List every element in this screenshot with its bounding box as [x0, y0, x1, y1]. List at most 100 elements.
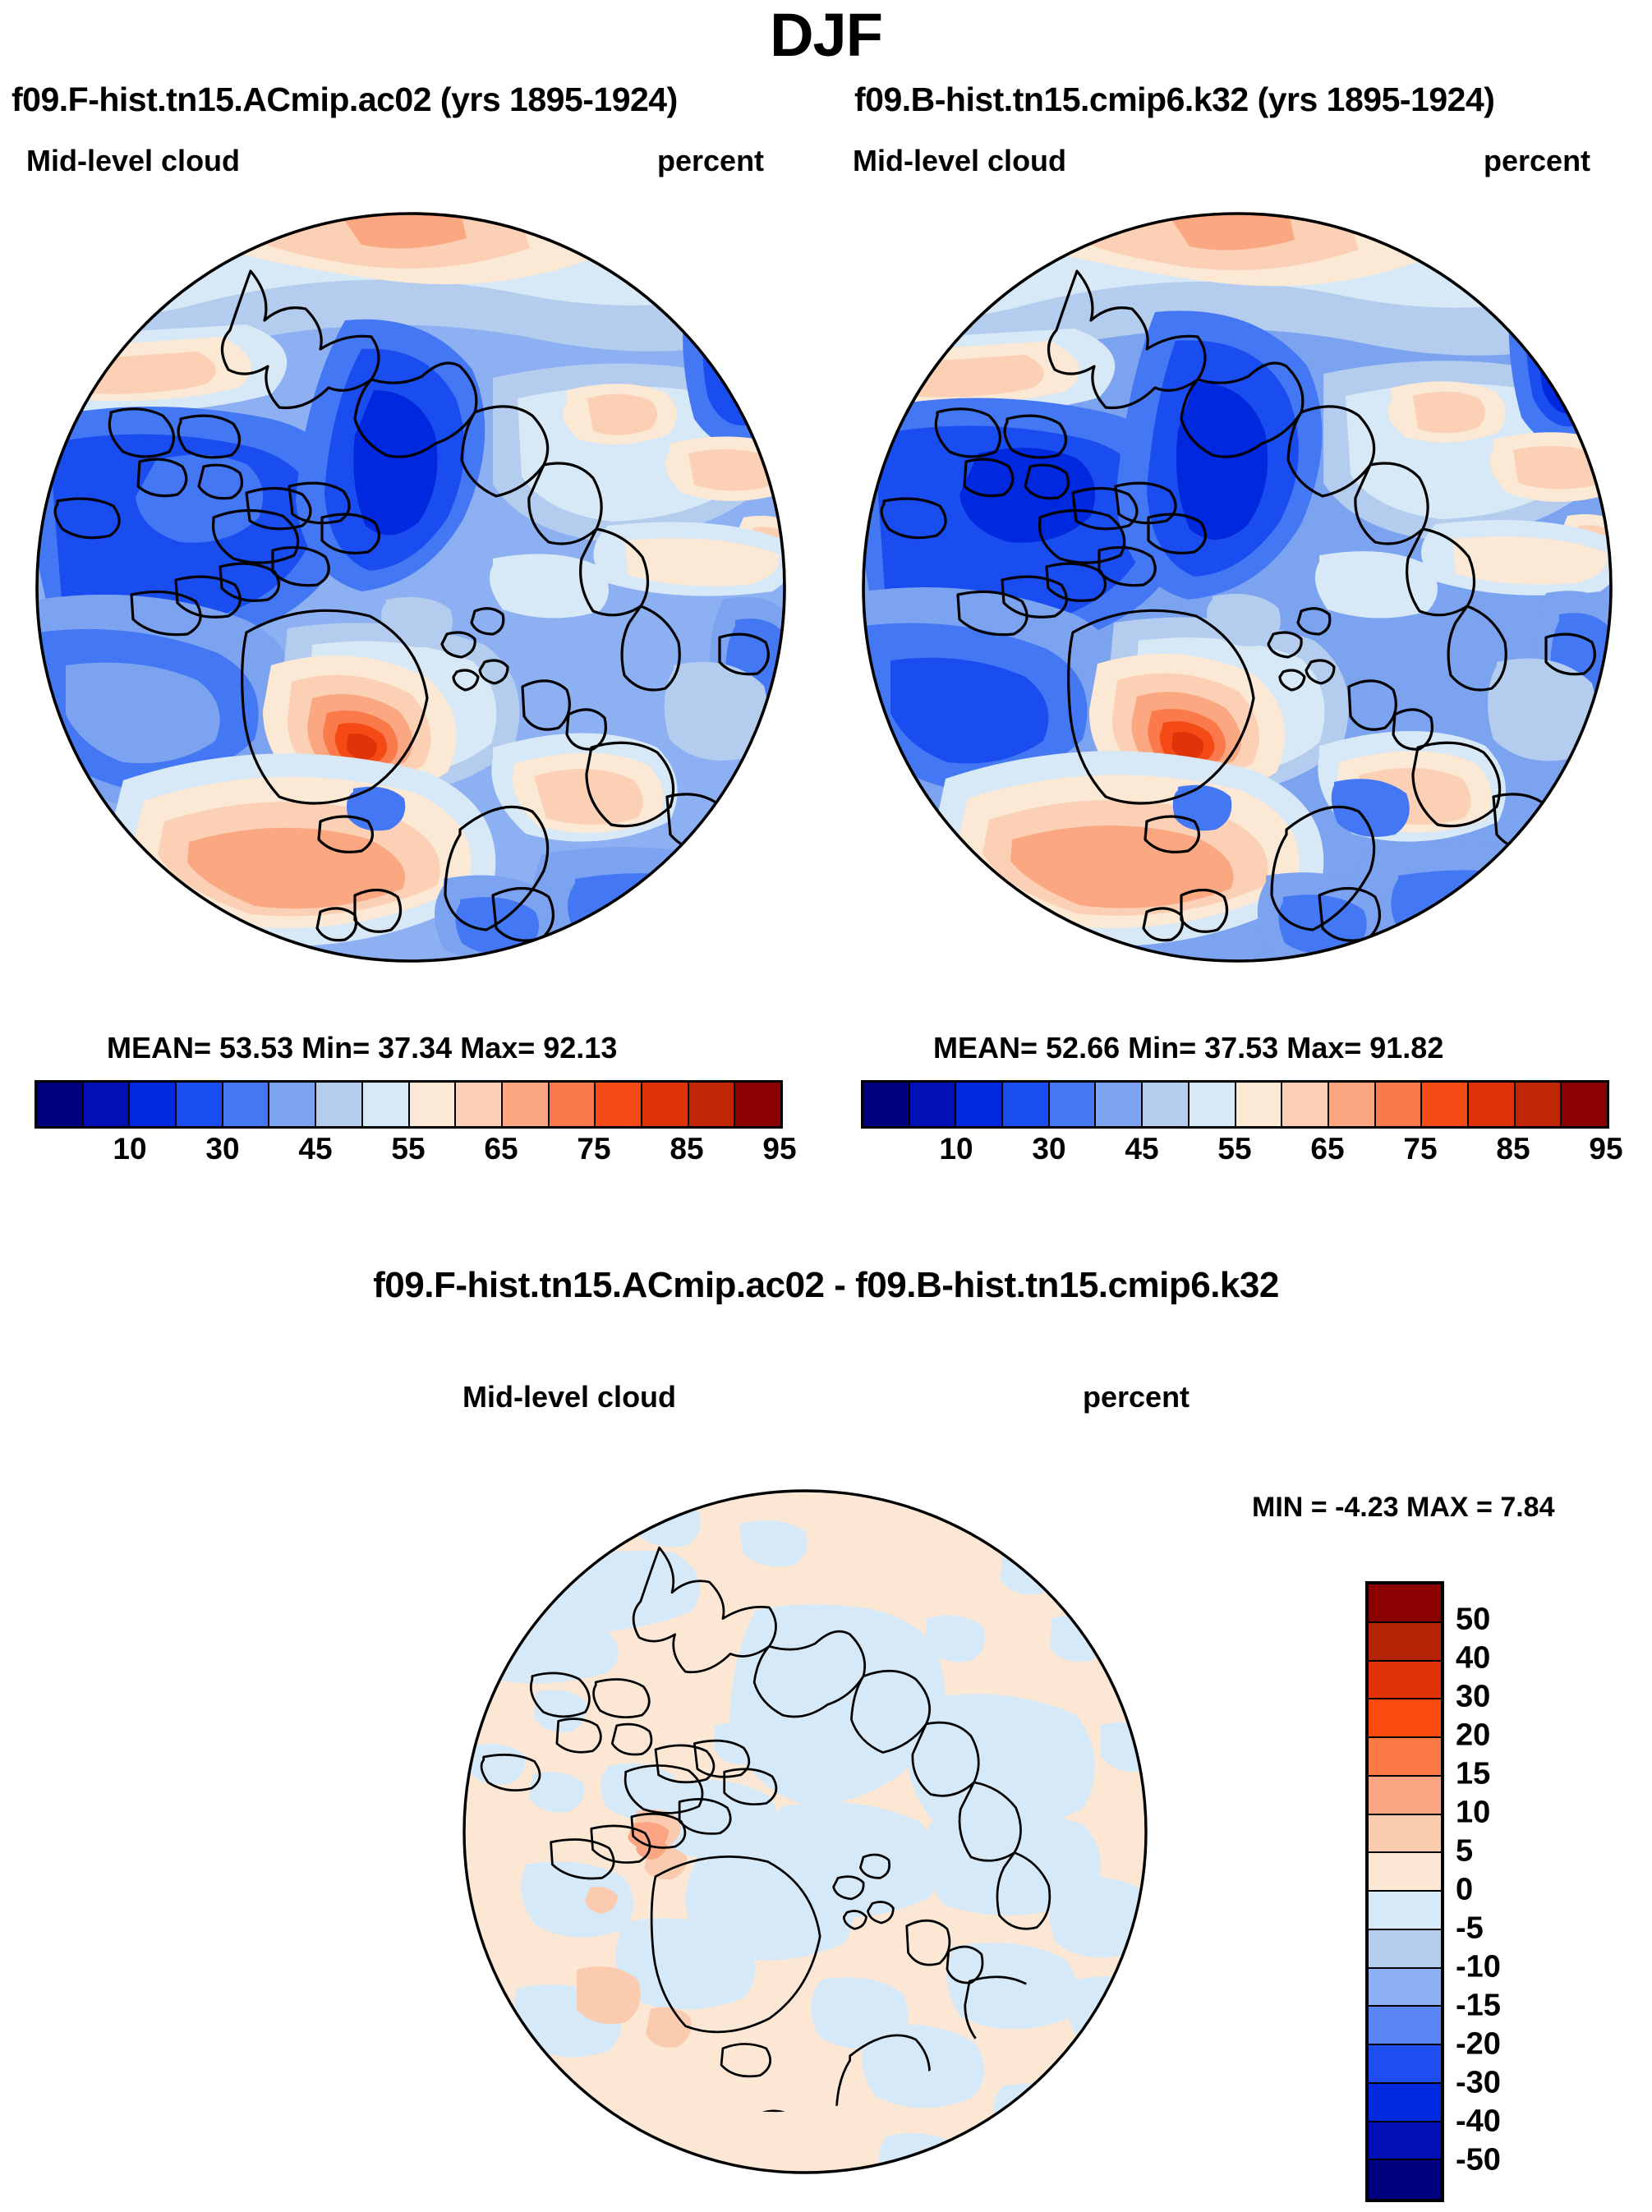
left-colorbar-labels: 10 30 45 55 65 75 85 95	[37, 1132, 796, 1173]
difference-colorbar-labels: 50 40 30 20 15 10 5 0 -5 -10 -15 -20 -30…	[1456, 1581, 1595, 2196]
cbar-seg	[1369, 2083, 1441, 2122]
cbar-seg	[177, 1083, 223, 1126]
cbar-seg	[1369, 1584, 1441, 1623]
cbar-seg	[1369, 1661, 1441, 1700]
right-polar-map[interactable]	[826, 172, 1652, 1002]
cbar-seg	[956, 1083, 1004, 1126]
cbar-tick-label: -40	[1456, 2104, 1501, 2139]
cbar-seg	[688, 1083, 736, 1126]
right-variable-label: Mid-level cloud	[853, 144, 1067, 177]
cbar-seg	[1236, 1083, 1283, 1126]
cbar-seg	[37, 1083, 84, 1126]
right-colorbar-labels: 10 30 45 55 65 75 85 95	[863, 1132, 1622, 1173]
cbar-tick-label: 45	[1125, 1132, 1159, 1166]
cbar-tick-label: -30	[1456, 2065, 1501, 2100]
page-title: DJF	[770, 1, 883, 69]
cbar-seg	[1369, 1622, 1441, 1662]
cbar-seg	[1369, 2160, 1441, 2199]
cbar-tick-label: 95	[762, 1132, 797, 1166]
cbar-tick-label: 5	[1456, 1833, 1474, 1869]
case-title-right: f09.B-hist.tn15.cmip6.k32 (yrs 1895-1924…	[854, 80, 1495, 118]
cbar-tick-label: 15	[1456, 1756, 1491, 1791]
cbar-tick-label: 45	[298, 1132, 333, 1166]
left-polar-map[interactable]	[0, 172, 826, 1002]
cbar-seg	[1369, 1968, 1441, 2007]
cbar-tick-label: 55	[1217, 1132, 1252, 1166]
left-stats: MEAN= 53.53 Min= 37.34 Max= 92.13	[107, 1031, 618, 1065]
cbar-seg	[1369, 1892, 1441, 1930]
cbar-seg	[1562, 1083, 1607, 1126]
cbar-seg	[269, 1083, 317, 1126]
cbar-tick-label: 55	[391, 1132, 426, 1166]
left-units-label: percent	[657, 144, 765, 177]
difference-polar-map[interactable]	[427, 1454, 1183, 2210]
cbar-seg	[596, 1083, 642, 1126]
cbar-seg	[1515, 1083, 1562, 1126]
cbar-seg	[362, 1083, 410, 1126]
right-stats: MEAN= 52.66 Min= 37.53 Max= 91.82	[933, 1031, 1444, 1065]
cbar-seg	[1468, 1083, 1516, 1126]
cbar-tick-label: 30	[205, 1132, 240, 1166]
cbar-seg	[1422, 1083, 1469, 1126]
diff-variable-label: Mid-level cloud	[462, 1380, 677, 1414]
cbar-tick-label: 20	[1456, 1718, 1491, 1753]
cbar-seg	[502, 1083, 550, 1126]
panel-left-case: Mid-level cloud percent	[0, 123, 826, 1216]
difference-colorbar[interactable]	[1365, 1581, 1444, 2202]
cbar-seg	[1096, 1083, 1144, 1126]
cbar-seg	[316, 1083, 363, 1126]
cbar-tick-label: 75	[1403, 1132, 1438, 1166]
cbar-tick-label: 0	[1456, 1872, 1474, 1907]
cbar-tick-label: 30	[1032, 1132, 1066, 1166]
cbar-seg	[1369, 2045, 1441, 2084]
cbar-seg	[1369, 1814, 1441, 1854]
diff-minmax-label: MIN = -4.23 MAX = 7.84	[1252, 1492, 1555, 1523]
cbar-seg	[1328, 1083, 1376, 1126]
cbar-seg	[1369, 1929, 1441, 1969]
cbar-seg	[549, 1083, 596, 1126]
cbar-tick-label: 30	[1456, 1679, 1491, 1714]
difference-title: f09.F-hist.tn15.ACmip.ac02 - f09.B-hist.…	[373, 1265, 1279, 1305]
cbar-tick-label: -10	[1456, 1949, 1501, 1984]
cbar-seg	[456, 1083, 503, 1126]
cbar-tick-label: 95	[1589, 1132, 1623, 1166]
cbar-tick-label: 85	[670, 1132, 704, 1166]
cbar-seg	[1369, 1776, 1441, 1815]
cbar-seg	[1369, 1853, 1441, 1892]
cbar-seg	[1282, 1083, 1329, 1126]
cbar-seg	[83, 1083, 131, 1126]
cbar-seg	[1189, 1083, 1236, 1126]
cbar-tick-label: 10	[1456, 1795, 1491, 1830]
cbar-tick-label: 75	[577, 1132, 611, 1166]
cbar-seg	[1143, 1083, 1190, 1126]
cbar-tick-label: 10	[939, 1132, 973, 1166]
cbar-seg	[223, 1083, 270, 1126]
cbar-seg	[735, 1083, 780, 1126]
cbar-seg	[409, 1083, 457, 1126]
cbar-seg	[1369, 1699, 1441, 1738]
cbar-tick-label: -20	[1456, 2026, 1501, 2062]
cbar-tick-label: -50	[1456, 2142, 1501, 2178]
cbar-tick-label: 65	[1310, 1132, 1345, 1166]
panel-difference: Mid-level cloud percent MIN = -4.23 MAX …	[0, 1364, 1652, 2212]
left-colorbar[interactable]	[35, 1080, 783, 1129]
cbar-seg	[642, 1083, 689, 1126]
cbar-seg	[1369, 2122, 1441, 2161]
cbar-seg	[1049, 1083, 1097, 1126]
left-variable-label: Mid-level cloud	[26, 144, 241, 177]
cbar-seg	[1369, 1738, 1441, 1777]
cbar-seg	[130, 1083, 177, 1126]
cbar-seg	[863, 1083, 910, 1126]
right-units-label: percent	[1484, 144, 1591, 177]
cbar-tick-label: 85	[1496, 1132, 1530, 1166]
cbar-tick-label: -15	[1456, 1988, 1501, 2023]
case-title-left: f09.F-hist.tn15.ACmip.ac02 (yrs 1895-192…	[12, 80, 678, 118]
diff-units-label: percent	[1083, 1380, 1190, 1414]
cbar-seg	[1375, 1083, 1423, 1126]
cbar-tick-label: 65	[484, 1132, 518, 1166]
cbar-tick-label: 40	[1456, 1640, 1491, 1676]
cbar-tick-label: -5	[1456, 1911, 1484, 1946]
panel-right-case: Mid-level cloud percent	[826, 123, 1652, 1216]
right-colorbar[interactable]	[861, 1080, 1609, 1129]
cbar-seg	[909, 1083, 957, 1126]
